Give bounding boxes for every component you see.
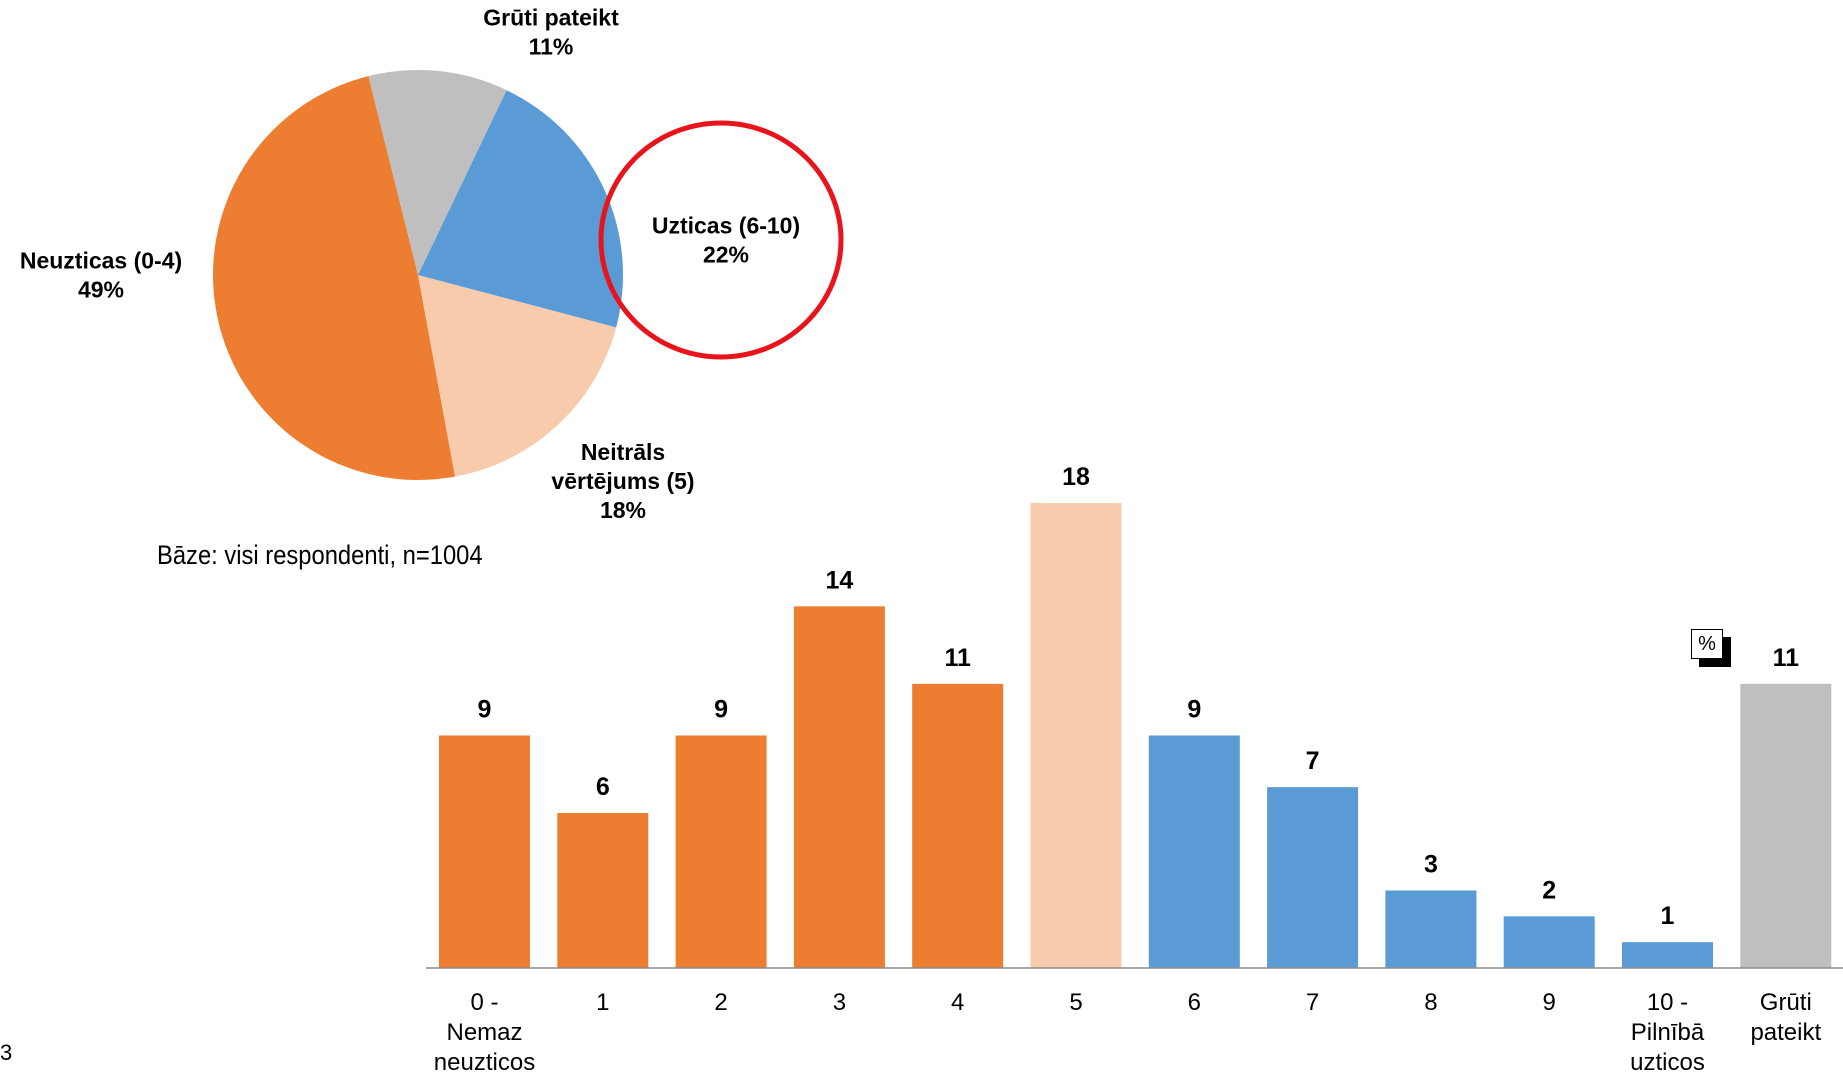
bar-9 bbox=[1503, 916, 1595, 968]
x-tick-labels: 0 -Nemaz neuzticos 1 2 3 4 5 6 7 8 9 10 -Pilnībā uzt… bbox=[434, 989, 1822, 1074]
x-tick-label-10: 10 -Pilnībā uzticos bbox=[1630, 989, 1705, 1074]
x-tick-label-9: 9 bbox=[1543, 989, 1556, 1016]
bar-value-label-6: 9 bbox=[1187, 696, 1201, 724]
bar-0 bbox=[439, 735, 530, 968]
pie-label-neuzticas-0-4: Neuzticas (0-4) 49% bbox=[20, 248, 182, 303]
pie-label-uzticas-6-10: Uzticas (6-10) 22% bbox=[652, 213, 800, 268]
pie-slice-neitrals-vertejums-5 bbox=[418, 275, 617, 477]
x-tick-label-7: 7 bbox=[1306, 989, 1319, 1016]
bar-value-label-9: 2 bbox=[1542, 876, 1556, 904]
pie-label-gruti-pateikt: Grūti pateikt 11% bbox=[483, 5, 619, 60]
x-tick-label-11: Grūti pateikt bbox=[1750, 989, 1821, 1046]
x-tick-label-3: 3 bbox=[833, 989, 846, 1016]
base-note: Bāze: visi respondenti, n=1004 bbox=[157, 540, 483, 570]
pie-chart bbox=[213, 69, 623, 480]
bar-7 bbox=[1267, 787, 1359, 968]
bar-value-label-5: 18 bbox=[1062, 463, 1090, 491]
x-tick-label-1: 1 bbox=[596, 989, 609, 1016]
pie-slice-uzticas-6-10 bbox=[418, 90, 623, 328]
bar-value-label-0: 9 bbox=[478, 696, 492, 724]
bar-4 bbox=[912, 683, 1004, 968]
x-tick-label-6: 6 bbox=[1188, 989, 1201, 1016]
x-tick-label-4: 4 bbox=[951, 989, 964, 1016]
bar-1 bbox=[557, 813, 649, 968]
unit-badge-label: % bbox=[1691, 629, 1723, 659]
bar-10 bbox=[1622, 942, 1713, 968]
bar-value-label-2: 9 bbox=[714, 696, 728, 724]
bar-5 bbox=[1030, 503, 1122, 968]
bar-value-label-8: 3 bbox=[1424, 851, 1438, 879]
bar-chart bbox=[439, 503, 1832, 968]
bar-3 bbox=[793, 606, 885, 968]
page-number: 3 bbox=[0, 1040, 13, 1065]
highlight-circle bbox=[598, 120, 844, 360]
bar-value-label-10: 1 bbox=[1661, 902, 1675, 930]
bar-2 bbox=[675, 735, 767, 968]
unit-badge: % bbox=[1691, 629, 1731, 667]
pie-slice-neuzticas-0-4 bbox=[213, 76, 456, 480]
x-tick-label-0: 0 -Nemaz neuzticos bbox=[434, 989, 535, 1074]
bar-value-label-7: 7 bbox=[1306, 747, 1320, 775]
bar-value-label-4: 11 bbox=[944, 644, 971, 672]
x-tick-label-8: 8 bbox=[1424, 989, 1437, 1016]
x-tick-label-5: 5 bbox=[1069, 989, 1082, 1016]
bar-value-label-11: 11 bbox=[1773, 644, 1800, 672]
pie-labels: Neuzticas (0-4) 49% Neitrāls vērtējums (5) 1… bbox=[20, 5, 800, 524]
bar-8 bbox=[1385, 890, 1477, 968]
pie-slice-gruti-pateikt bbox=[368, 69, 507, 275]
bar-11 bbox=[1740, 683, 1832, 968]
bar-value-label-3: 14 bbox=[825, 566, 853, 594]
bar-value-label-1: 6 bbox=[596, 773, 610, 801]
bar-6 bbox=[1148, 735, 1240, 968]
x-tick-label-2: 2 bbox=[714, 989, 727, 1016]
pie-label-neitrals-vertejums-5: Neitrāls vērtējums (5) 18% bbox=[551, 439, 694, 523]
